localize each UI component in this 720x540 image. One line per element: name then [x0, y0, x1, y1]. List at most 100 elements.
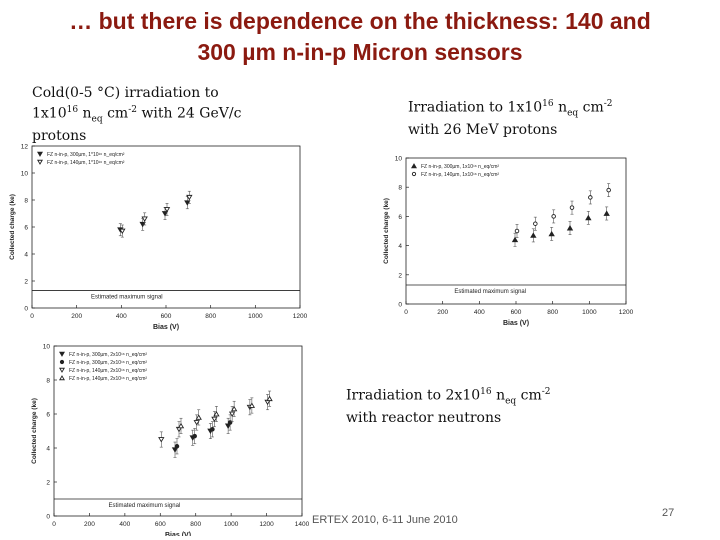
estimated-max-signal-label: Estimated maximum signal: [109, 503, 181, 509]
y-tick-label: 0: [24, 306, 28, 313]
chart-26mev-protons: 0 200 400 600 800 1000 1200 0 2 4 6 8 10 Bias (V) Coll…: [383, 156, 634, 328]
x-tick-label: 1400: [295, 521, 310, 528]
caption1-line2: 1x1016 neq cm-2 with 24 GeV/c: [32, 105, 242, 125]
y-tick-label: 10: [43, 344, 51, 351]
estimated-max-signal-label: Estimated maximum signal: [91, 294, 163, 300]
caption-24gev-protons: Cold(0-5 °C) irradiation to 1x1016 neq c…: [32, 85, 292, 145]
title-line-1: … but there is dependence on the thickne…: [69, 8, 651, 34]
x-tick-label: 1200: [259, 521, 274, 528]
data-point: [266, 395, 273, 402]
data-point: [158, 437, 165, 443]
x-tick-label: 400: [474, 309, 485, 316]
x-tick-label: 400: [116, 313, 127, 320]
y-tick-label: 4: [46, 446, 50, 453]
data-point: [511, 236, 519, 243]
data-point: [184, 200, 191, 206]
data-point: [551, 214, 556, 219]
y-tick-label: 2: [24, 279, 28, 286]
x-tick-label: 0: [30, 313, 34, 320]
y-tick-label: 0: [398, 302, 402, 309]
x-axis-label: Bias (V): [503, 320, 529, 327]
caption3-line2: with reactor neutrons: [346, 410, 502, 427]
y-tick-label: 6: [24, 225, 28, 232]
x-tick-label: 0: [404, 309, 408, 316]
legend-entry: FZ n-in-p, 300µm, 2x10¹⁶ n_eq/cm²: [69, 352, 147, 358]
legend-marker: [59, 375, 65, 381]
caption2-line2: with 26 MeV protons: [408, 122, 558, 139]
y-tick-label: 8: [24, 198, 28, 205]
data-point: [171, 447, 179, 453]
x-tick-label: 1000: [224, 521, 239, 528]
plot-frame: [53, 345, 303, 517]
data-point: [213, 410, 220, 417]
y-tick-label: 8: [398, 185, 402, 192]
data-point: [588, 195, 593, 200]
x-axis-label: Bias (V): [165, 532, 191, 536]
caption-reactor-neutrons: Irradiation to 2x1016 neq cm-2 with reac…: [346, 384, 606, 427]
x-axis-label: Bias (V): [153, 324, 179, 331]
x-tick-label: 600: [155, 521, 166, 528]
x-tick-label: 800: [190, 521, 201, 528]
caption-26mev-protons: Irradiation to 1x1016 neq cm-2 with 26 M…: [408, 96, 668, 139]
caption2-line1: Irradiation to 1x1016 neq cm-2: [408, 99, 613, 119]
data-point: [548, 230, 555, 237]
data-point: [566, 225, 574, 231]
estimated-max-signal-label: Estimated maximum signal: [454, 289, 526, 295]
data-point: [141, 216, 148, 222]
data-point: [119, 228, 126, 235]
legend-marker: [59, 367, 65, 373]
caption1-line1: Cold(0-5 °C) irradiation to: [32, 85, 219, 101]
footer-text: ERTEX 2010, 6-11 June 2010: [312, 514, 458, 526]
data-point: [227, 420, 233, 425]
y-axis-label: Collected charge (ke): [31, 398, 38, 464]
data-point: [530, 232, 537, 238]
x-tick-label: 800: [547, 309, 558, 316]
y-axis-label: Collected charge (ke): [383, 198, 390, 264]
x-tick-label: 200: [437, 309, 448, 316]
caption3-line1: Irradiation to 2x1016 neq cm-2: [346, 387, 551, 407]
caption1-line3: protons: [32, 128, 87, 145]
data-point: [585, 214, 592, 221]
data-point: [569, 205, 575, 210]
legend-marker: [59, 351, 65, 357]
legend-entry: FZ n-in-p, 140µm, 2x10¹⁶ n_eq/cm²: [69, 376, 147, 382]
data-point: [195, 414, 202, 420]
y-tick-label: 2: [46, 480, 50, 487]
legend-entry: FZ n-in-p, 140µm, 1*10¹⁶ n_eq/cm²: [47, 160, 125, 166]
x-tick-label: 1000: [582, 309, 597, 316]
chart-24gev-protons: 0 200 400 600 800 1000 1200 0 2 4 6 8 10 12 Bias (V) Co…: [9, 144, 308, 332]
title-line-2: 300 µm n-in-p Micron sensors: [197, 39, 523, 65]
data-point: [186, 194, 193, 201]
x-tick-label: 600: [161, 313, 172, 320]
legend-entry: FZ n-in-p, 140µm, 1x10¹⁶ n_eq/cm²: [421, 172, 499, 178]
legend-entry: FZ n-in-p, 140µm, 2x10¹⁶ n_eq/cm²: [69, 368, 147, 374]
legend-marker: [37, 159, 43, 165]
y-tick-label: 6: [398, 214, 402, 221]
x-tick-label: 200: [84, 521, 95, 528]
data-point: [192, 433, 197, 439]
x-tick-label: 0: [52, 521, 56, 528]
page-number: 27: [662, 507, 675, 519]
legend-marker: [37, 151, 43, 157]
data-point: [514, 228, 520, 234]
x-tick-label: 600: [511, 309, 522, 316]
data-point: [139, 221, 146, 228]
data-point: [230, 405, 238, 412]
x-tick-label: 1200: [619, 309, 634, 316]
y-tick-label: 10: [395, 156, 403, 163]
x-tick-label: 1000: [248, 313, 263, 320]
y-tick-label: 8: [46, 378, 50, 385]
data-point: [606, 187, 611, 193]
data-point: [248, 402, 256, 408]
chart-reactor-neutrons: 0 200 400 600 800 1000 1200 1400 0 2 4 6 8 10 Bias (V)…: [31, 344, 310, 537]
y-axis-label: Collected charge (ke): [9, 194, 16, 260]
plot-frame: [31, 145, 301, 309]
legend-marker: [411, 171, 417, 177]
legend-marker: [411, 163, 417, 169]
y-tick-label: 4: [24, 252, 28, 259]
x-tick-label: 800: [205, 313, 216, 320]
data-point: [161, 211, 169, 217]
data-point: [193, 420, 200, 426]
legend-marker: [59, 359, 65, 365]
x-tick-label: 400: [119, 521, 130, 528]
